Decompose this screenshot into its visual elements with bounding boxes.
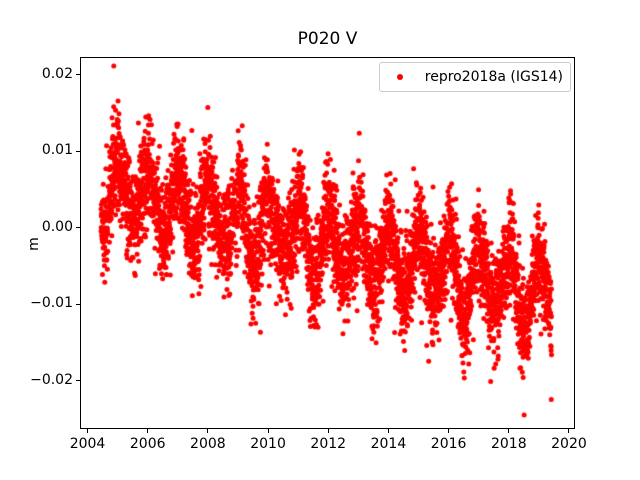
x-tick-2004 bbox=[87, 429, 89, 433]
y-tick-0.01 bbox=[76, 150, 80, 152]
legend-handle bbox=[386, 74, 414, 80]
legend: repro2018a (IGS14) bbox=[378, 62, 571, 92]
y-tick-label-−0.01: −0.01 bbox=[30, 295, 73, 312]
chart-title: P020 V bbox=[297, 29, 358, 49]
x-tick-label-2020: 2020 bbox=[551, 436, 587, 452]
x-tick-label-2014: 2014 bbox=[370, 436, 407, 452]
x-tick-2010 bbox=[267, 429, 269, 433]
y-tick-0.00 bbox=[76, 227, 80, 229]
x-tick-2018 bbox=[508, 429, 510, 433]
x-tick-2012 bbox=[327, 429, 329, 433]
legend-label: repro2018a (IGS14) bbox=[424, 69, 563, 85]
x-tick-label-2004: 2004 bbox=[69, 436, 106, 452]
y-tick-−0.02 bbox=[76, 380, 80, 382]
x-tick-label-2016: 2016 bbox=[430, 436, 467, 452]
x-tick-label-2012: 2012 bbox=[310, 436, 347, 452]
y-tick-label-0.00: 0.00 bbox=[41, 218, 73, 235]
x-tick-label-2018: 2018 bbox=[490, 436, 527, 452]
scatter-canvas bbox=[81, 58, 574, 428]
x-tick-2008 bbox=[207, 429, 209, 433]
x-tick-2020 bbox=[568, 429, 570, 433]
x-tick-label-2008: 2008 bbox=[190, 436, 226, 452]
y-tick-label-0.01: 0.01 bbox=[41, 142, 73, 159]
y-tick-label-−0.02: −0.02 bbox=[30, 371, 73, 388]
legend-marker-dot-icon bbox=[396, 74, 403, 80]
x-tick-2016 bbox=[448, 429, 450, 433]
y-tick-−0.01 bbox=[76, 303, 80, 305]
x-tick-2014 bbox=[387, 429, 389, 433]
x-tick-label-2006: 2006 bbox=[129, 436, 166, 452]
y-tick-label-0.02: 0.02 bbox=[41, 65, 73, 82]
y-tick-0.02 bbox=[76, 74, 80, 76]
x-tick-2006 bbox=[147, 429, 149, 433]
x-tick-label-2010: 2010 bbox=[250, 436, 286, 452]
y-axis-label: m bbox=[26, 237, 42, 251]
plot-area bbox=[80, 57, 575, 429]
